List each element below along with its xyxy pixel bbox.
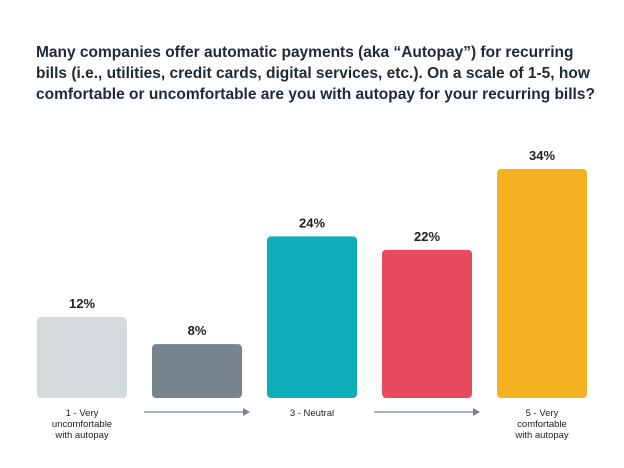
axis-arrows-group	[144, 408, 480, 416]
bar-1	[37, 317, 127, 398]
category-label-1: 1 - Very uncomfortable with autopay	[52, 408, 112, 441]
chart-title: Many companies offer automatic payments …	[36, 44, 595, 103]
axis-arrow-2	[374, 408, 480, 416]
value-label-1: 12%	[69, 296, 95, 311]
bar-5	[497, 169, 587, 398]
category-label-3: 3 - Neutral	[290, 408, 334, 419]
axis-arrow-1	[144, 408, 250, 416]
bar-3	[267, 236, 357, 398]
value-label-5: 34%	[529, 148, 555, 163]
bars-group	[37, 169, 587, 398]
value-label-3: 24%	[299, 215, 325, 230]
category-labels-group: 1 - Very uncomfortable with autopay 3 - Neu…	[52, 408, 569, 441]
category-label-5: 5 - Very comfortable with autopay	[514, 408, 569, 441]
value-label-2: 8%	[188, 323, 207, 338]
value-label-4: 22%	[414, 229, 440, 244]
value-labels-group: 12% 8% 24% 22% 34%	[69, 148, 555, 338]
bar-2	[152, 344, 242, 398]
bar-4	[382, 249, 472, 398]
